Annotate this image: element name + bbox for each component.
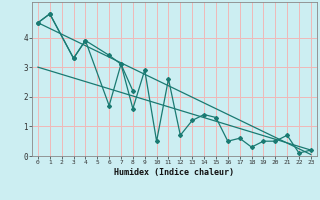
X-axis label: Humidex (Indice chaleur): Humidex (Indice chaleur) <box>115 168 234 177</box>
